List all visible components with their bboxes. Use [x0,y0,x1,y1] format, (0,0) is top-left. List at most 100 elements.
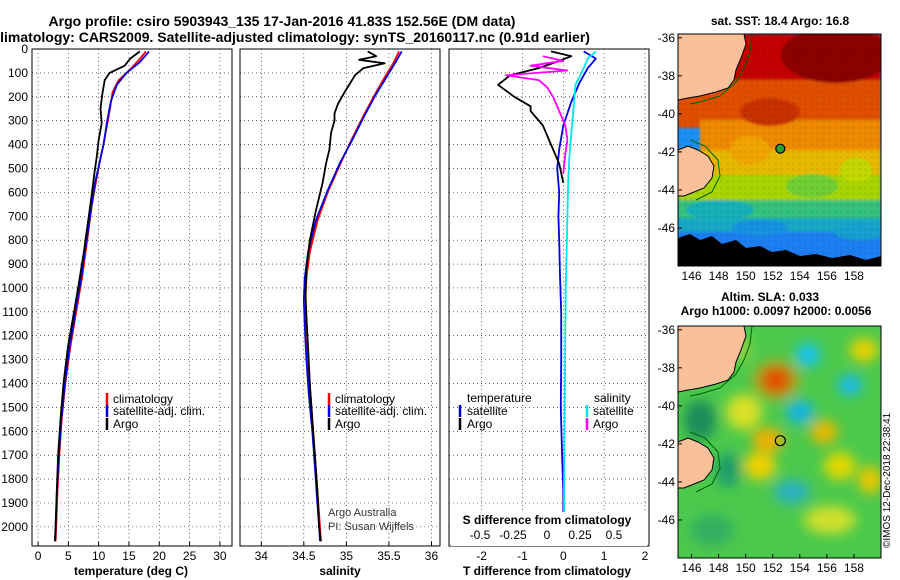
map-x-tick-label: 152 [763,561,783,575]
temperature-lines [54,50,150,542]
depth-tick-label: 0 [21,42,28,56]
x-tick-label: 10 [92,549,106,563]
map-x-tick-label: 158 [844,269,864,283]
depth-tick-label: 1700 [1,448,28,462]
depth-tick-label: 900 [8,257,28,271]
depth-tick-label: 200 [8,90,28,104]
map-x-tick-label: 146 [682,269,702,283]
legend-label-satellite: satellite-adj. clim. [113,404,205,418]
salinity-legend: climatology satellite-adj. clim. Argo [327,392,427,431]
shelf-contour [689,431,721,493]
legend-title-temperature: temperature [467,391,532,405]
shelf-contour [689,139,721,201]
map-y-tick-label: -40 [658,107,676,121]
legend-label-satellite: satellite-adj. clim. [335,404,427,418]
cloud-mask [678,234,881,266]
depth-tick-label: 100 [8,66,28,80]
sla-map-frame [677,325,882,559]
depth-tick-label: 700 [8,209,28,223]
depth-tick-label: 1200 [1,329,28,343]
s-tick-label: 0 [544,528,551,542]
x-tick-label: -1 [517,549,528,563]
shelf-contour [689,34,753,105]
difference-panel: -2 -1 0 1 2 T difference from climatology S … [448,48,650,578]
map-y-tick-label: -36 [658,31,676,45]
map-x-tick-label: 148 [709,269,729,283]
temperature-xlabel: temperature (deg C) [74,564,188,578]
x-tick-label: 1 [601,549,608,563]
series-line-argo [304,50,386,542]
temperature-axes-frame [31,48,233,547]
mainland-australia [678,326,747,393]
map-y-tick-label: -44 [658,183,676,197]
s-tick-label: -0.25 [499,528,527,542]
sst-map-title: sat. SST: 18.4 Argo: 16.8 [711,14,850,28]
sla-map-ticks: 146 148 150 152 154 156 158 -36 -38 -40 -42 -44 -46 [658,323,865,575]
depth-tick-label: 800 [8,233,28,247]
legend-title-salinity: salinity [594,391,631,405]
sst-map-ticks: 146 148 150 152 154 156 158 -36 -38 -40 -42 -44 -46 [658,31,865,283]
depth-tick-label: 400 [8,138,28,152]
x-tick-label: 0 [35,549,42,563]
map-x-tick-label: 146 [682,561,702,575]
difference-xlabel: T difference from climatology [463,564,631,578]
legend-label-argo: Argo [335,417,361,431]
sla-map-title: Altim. SLA: 0.033 [721,290,819,304]
difference-grid [449,48,649,546]
map-y-tick-label: -46 [658,221,676,235]
sst-map-frame [677,33,882,267]
series-line-argo [54,50,141,542]
legend-label-s-satellite: satellite [593,404,634,418]
temperature-grid [32,48,232,546]
s-tick-label: 0.25 [568,528,592,542]
difference-legend: temperature satellite Argo salinity sate… [458,391,634,431]
salinity-xlabel: salinity [319,564,361,578]
depth-tick-label: 1500 [1,400,28,414]
depth-tick-label: 500 [8,161,28,175]
mainland-australia [678,34,747,101]
figure-title-line1: Argo profile: csiro 5903943_135 17-Jan-2… [49,13,516,29]
x-tick-label: 34.5 [292,549,316,563]
imos-footer: ©IMOS 12-Dec-2018 22:38:41 [882,412,893,548]
map-x-tick-label: 156 [817,269,837,283]
x-tick-label: 30 [213,549,227,563]
sla-map-subtitle: Argo h1000: 0.0097 h2000: 0.0056 [681,304,872,318]
x-tick-label: 0 [560,549,567,563]
x-tick-label: 20 [153,549,167,563]
series-line-s-argo [505,55,569,174]
s-axis-backdrop [451,512,647,546]
sla-map-panel: Altim. SLA: 0.033 Argo h1000: 0.0097 h20… [658,290,882,575]
depth-tick-label: 1300 [1,353,28,367]
depth-tick-label: 600 [8,185,28,199]
map-y-tick-label: -46 [658,513,676,527]
map-y-tick-label: -44 [658,475,676,489]
map-y-tick-label: -42 [658,437,676,451]
legend-label-argo: Argo [113,417,139,431]
legend-label-t-satellite: satellite [467,404,508,418]
series-line-s-satellite [563,50,597,527]
salinity-difference-ticks: -0.5 -0.25 0 0.25 0.5 [470,528,623,542]
depth-tick-label: 2000 [1,520,28,534]
legend-label-t-argo: Argo [467,417,493,431]
map-y-tick-label: -38 [658,361,676,375]
credit-line-2: PI: Susan Wijffels [328,521,414,533]
map-y-tick-label: -38 [658,69,676,83]
salinity-panel: 34 34.5 35 35.5 36 salinity climatology sate… [239,48,441,578]
map-y-tick-label: -36 [658,323,676,337]
temperature-panel: 0100200300400500600700800900100011001200… [1,42,233,578]
credit-line-1: Argo Australia [328,507,397,519]
float-marker [774,435,786,447]
temperature-x-ticks: 0 5 10 15 20 25 30 [35,542,227,563]
s-tick-label: 0.5 [606,528,623,542]
sst-map-panel: sat. SST: 18.4 Argo: 16.8 [658,14,882,283]
legend-label-climatology: climatology [113,392,173,406]
map-y-tick-label: -40 [658,399,676,413]
depth-tick-label: 1400 [1,377,28,391]
depth-tick-label: 300 [8,114,28,128]
shelf-contour [689,326,753,397]
map-x-tick-label: 154 [790,561,810,575]
map-x-tick-label: 150 [736,561,756,575]
x-tick-label: 35 [340,549,354,563]
x-tick-label: 2 [642,549,649,563]
